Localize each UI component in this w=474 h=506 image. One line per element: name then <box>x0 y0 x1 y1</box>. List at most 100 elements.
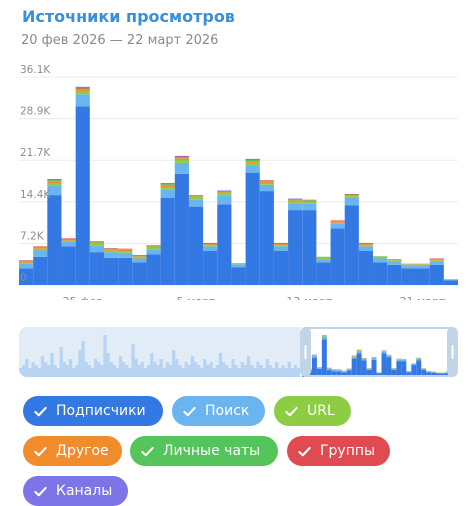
preview-bar <box>288 362 291 377</box>
preview-bar <box>169 365 172 377</box>
preview-bar <box>156 365 159 377</box>
navigator-bar <box>411 364 416 365</box>
navigator-bar <box>337 370 342 371</box>
preview-bar <box>56 368 59 377</box>
legend-chip-5[interactable]: Личные чаты <box>130 436 278 466</box>
preview-bar <box>88 365 91 377</box>
preview-bar <box>275 362 278 377</box>
preview-bar <box>291 368 294 377</box>
preview-bar <box>225 365 228 377</box>
navigator-bar <box>421 369 426 370</box>
preview-bar <box>244 365 247 377</box>
preview-bar <box>297 368 300 377</box>
preview-bar <box>147 365 150 377</box>
preview-bar <box>106 353 109 377</box>
preview-bar <box>81 341 84 377</box>
preview-bar <box>241 362 244 377</box>
legend-chip-2[interactable]: Поиск <box>172 396 265 426</box>
preview-bar <box>278 368 281 377</box>
preview-bar <box>222 362 225 377</box>
preview-bar <box>181 368 184 377</box>
preview-bar <box>166 362 169 377</box>
preview-bar <box>63 362 66 377</box>
navigator-bar <box>357 351 362 352</box>
preview-bar <box>206 365 209 377</box>
navigator-bar <box>396 360 401 361</box>
preview-bar <box>94 359 97 377</box>
preview-bar <box>53 365 56 377</box>
preview-bar <box>44 362 47 377</box>
legend-chip-1[interactable]: Подписчики <box>23 396 163 426</box>
preview-bar <box>200 368 203 377</box>
preview-bar <box>119 356 122 377</box>
preview-bar <box>197 365 200 377</box>
navigator-bar <box>312 356 317 358</box>
navigator-bar <box>441 373 446 374</box>
navigator-bar <box>352 357 357 359</box>
legend-chip-label: Подписчики <box>56 403 146 419</box>
navigator-bar <box>416 360 421 377</box>
preview-bar <box>266 359 269 377</box>
preview-bar <box>131 344 134 377</box>
preview-bar <box>28 368 31 377</box>
legend-chip-label: Каналы <box>56 483 112 499</box>
legend-chip-label: URL <box>307 403 335 419</box>
preview-bar <box>41 356 44 377</box>
preview-bar <box>144 368 147 377</box>
legend-chip-label: Группы <box>320 443 375 459</box>
preview-bar <box>103 335 106 377</box>
preview-bar <box>60 347 63 377</box>
navigator-bar <box>416 359 421 361</box>
preview-bar <box>259 365 262 377</box>
legend-chip-3[interactable]: URL <box>274 396 351 426</box>
preview-bar <box>269 365 272 377</box>
preview-bar <box>184 362 187 377</box>
preview-bar <box>35 365 38 377</box>
navigator-bar <box>381 352 386 354</box>
preview-bar <box>172 350 175 377</box>
preview-bar <box>203 359 206 377</box>
legend-chip-6[interactable]: Группы <box>287 436 390 466</box>
preview-bar <box>294 365 297 377</box>
preview-bar <box>31 362 34 377</box>
preview-bar <box>194 362 197 377</box>
navigator-bar <box>406 372 411 373</box>
preview-bar <box>138 365 141 377</box>
navigator-bar <box>401 360 406 361</box>
navigator-bar <box>327 369 332 370</box>
navigator-bar <box>401 361 406 377</box>
preview-bar <box>100 365 103 377</box>
navigator-bar <box>426 371 431 372</box>
preview-bar <box>75 365 78 377</box>
preview-bar <box>19 368 22 377</box>
navigator-bar <box>372 360 377 377</box>
checkmark-icon <box>140 444 155 459</box>
range-navigator[interactable] <box>0 0 474 390</box>
preview-bar <box>213 368 216 377</box>
preview-bar <box>150 353 153 377</box>
navigator-bar <box>391 369 396 370</box>
preview-bar <box>160 359 163 377</box>
checkmark-icon <box>33 484 48 499</box>
navigator-bar <box>372 358 377 360</box>
navigator-bar <box>322 339 327 377</box>
navigator-bar <box>322 336 327 337</box>
preview-bar <box>85 362 88 377</box>
preview-bar <box>125 365 128 377</box>
preview-bar <box>178 365 181 377</box>
preview-bar <box>216 365 219 377</box>
navigator-bar <box>381 353 386 377</box>
preview-bar <box>234 365 237 377</box>
checkmark-icon <box>284 404 299 419</box>
preview-bar <box>272 368 275 377</box>
preview-bar <box>163 368 166 377</box>
navigator-bar <box>362 360 367 377</box>
navigator-bar <box>362 359 367 360</box>
legend-chip-4[interactable]: Другое <box>23 436 122 466</box>
navigator-bar <box>377 373 382 374</box>
navigator-bar <box>386 357 391 377</box>
legend-chip-label: Другое <box>56 443 109 459</box>
preview-bar <box>175 359 178 377</box>
navigator-bar <box>352 359 357 377</box>
legend-chip-7[interactable]: Каналы <box>23 476 128 506</box>
